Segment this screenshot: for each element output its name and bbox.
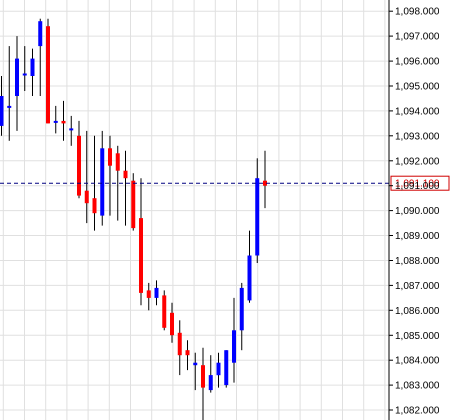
candle-body bbox=[100, 148, 105, 216]
bearish-candle bbox=[201, 347, 205, 420]
bullish-candle bbox=[30, 48, 35, 96]
candle-body bbox=[193, 362, 198, 366]
price-axis-tick-label: 1,084.000 bbox=[395, 356, 440, 367]
price-axis-tick-label: 1,090.000 bbox=[395, 206, 440, 217]
bullish-candle bbox=[69, 115, 74, 146]
candle-body bbox=[177, 332, 182, 356]
bearish-candle bbox=[177, 320, 182, 376]
price-axis-tick-label: 1,094.000 bbox=[395, 106, 440, 117]
candle-body bbox=[0, 96, 4, 126]
bearish-candle bbox=[185, 340, 190, 371]
candle-body bbox=[224, 350, 229, 386]
price-axis-tick-label: 1,088.000 bbox=[395, 256, 440, 267]
candle-body bbox=[146, 290, 151, 298]
price-axis-tick-label: 1,089.000 bbox=[395, 231, 440, 242]
price-axis: 1,082.000 1,083.000 1,084.000 1,085.000 1,08… bbox=[388, 0, 440, 420]
candle-body bbox=[108, 148, 112, 166]
bullish-candle bbox=[15, 36, 19, 131]
price-axis-tick-label: 1,098.000 bbox=[395, 7, 440, 18]
current-price-marker: 1,091.100 bbox=[0, 175, 450, 191]
bearish-candle bbox=[170, 302, 174, 343]
candle-body bbox=[185, 350, 190, 356]
bearish-candle bbox=[46, 18, 50, 124]
price-axis-tick-label: 1,082.000 bbox=[395, 406, 440, 417]
price-axis-tick-label: 1,091.000 bbox=[395, 181, 440, 192]
bullish-candle bbox=[224, 350, 229, 388]
candle-body bbox=[247, 255, 252, 301]
price-axis-tick-label: 1,087.000 bbox=[395, 281, 440, 292]
bullish-candle bbox=[22, 46, 27, 91]
price-axis-tick-label: 1,093.000 bbox=[395, 131, 440, 142]
candle-body bbox=[92, 198, 97, 214]
candle-body bbox=[15, 58, 19, 96]
bearish-candle bbox=[146, 282, 151, 311]
bullish-candle bbox=[216, 352, 221, 388]
bearish-candle bbox=[123, 150, 128, 226]
candle-body bbox=[232, 330, 236, 363]
bullish-candle bbox=[232, 297, 236, 383]
price-axis-tick-label: 1,085.000 bbox=[395, 331, 440, 342]
bearish-candle bbox=[108, 135, 112, 216]
bullish-candle bbox=[53, 105, 58, 134]
bearish-candle bbox=[84, 130, 89, 224]
bearish-candle bbox=[139, 178, 143, 306]
bearish-candle bbox=[115, 145, 120, 221]
bullish-candle bbox=[193, 352, 198, 391]
candle-body bbox=[84, 190, 89, 204]
candle-body bbox=[162, 295, 167, 328]
candle-body bbox=[61, 120, 66, 124]
candle-body bbox=[131, 180, 136, 229]
candle-body bbox=[208, 375, 213, 391]
candle-body bbox=[201, 365, 205, 388]
candle-body bbox=[255, 178, 260, 256]
candle-body bbox=[38, 21, 43, 47]
bullish-candle bbox=[208, 355, 213, 393]
bullish-candle bbox=[38, 18, 43, 96]
current-price-label-box bbox=[390, 175, 450, 191]
candle-body bbox=[30, 58, 35, 76]
candle-body bbox=[123, 170, 128, 179]
bearish-candle bbox=[77, 120, 81, 199]
candle-body bbox=[77, 135, 81, 196]
bullish-candle bbox=[239, 282, 244, 351]
candle-body bbox=[115, 153, 120, 171]
candle-body bbox=[170, 312, 174, 336]
price-axis-tick-label: 1,083.000 bbox=[395, 381, 440, 392]
candle-body bbox=[239, 287, 244, 331]
bullish-candle bbox=[255, 158, 260, 263]
price-axis-tick-label: 1,097.000 bbox=[395, 32, 440, 43]
candle-body bbox=[46, 26, 50, 124]
candle-body bbox=[69, 128, 74, 131]
bearish-candle bbox=[131, 173, 136, 231]
price-axis-tick-label: 1,092.000 bbox=[395, 156, 440, 167]
candle-body bbox=[216, 362, 221, 376]
price-axis-tick-label: 1,096.000 bbox=[395, 57, 440, 68]
bullish-candle bbox=[7, 46, 12, 141]
price-axis-tick-label: 1,086.000 bbox=[395, 306, 440, 317]
candle-body bbox=[22, 73, 27, 76]
price-axis-tick-label: 1,095.000 bbox=[395, 82, 440, 93]
current-price-label: 1,091.100 bbox=[395, 179, 440, 190]
candles bbox=[0, 18, 267, 420]
bearish-candle bbox=[61, 100, 66, 141]
bearish-candle bbox=[162, 290, 167, 331]
bullish-candle bbox=[154, 280, 159, 306]
candle-body bbox=[154, 287, 159, 298]
bearish-candle bbox=[263, 150, 267, 209]
candle-body bbox=[263, 180, 267, 186]
grid bbox=[0, 0, 389, 420]
candle-body bbox=[53, 120, 58, 123]
bullish-candle bbox=[0, 76, 4, 136]
bullish-candle bbox=[100, 130, 105, 226]
candle-body bbox=[139, 218, 143, 293]
candle-body bbox=[7, 105, 12, 108]
bullish-candle bbox=[247, 230, 252, 303]
